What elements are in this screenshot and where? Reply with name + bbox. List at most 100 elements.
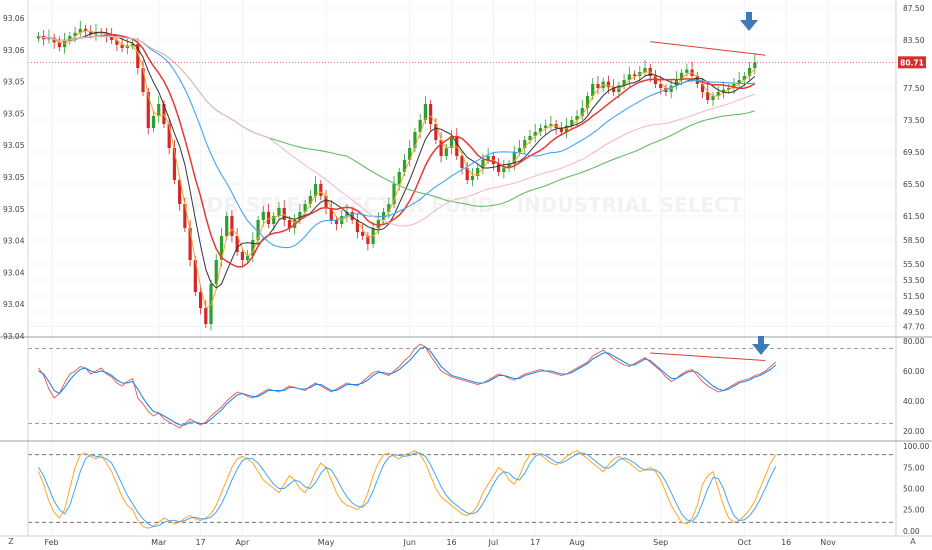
stoch-d-line (38, 452, 777, 528)
time-axis-label: Mar (151, 538, 167, 547)
candle (178, 176, 182, 211)
candle (737, 72, 741, 88)
candle (313, 176, 318, 203)
candle (585, 92, 590, 115)
price-axis-label: 65.50 (903, 180, 925, 189)
candle (329, 200, 333, 224)
left-axis-label: 93.06 (3, 14, 25, 23)
last-price-tag (898, 56, 926, 69)
candle (361, 224, 365, 240)
candle (549, 116, 553, 130)
price-panel[interactable] (28, 20, 896, 331)
grid-lines (28, 0, 896, 536)
candle (643, 60, 647, 76)
candle (465, 162, 469, 184)
candle (157, 96, 161, 123)
candle (408, 140, 412, 167)
candle (198, 286, 203, 315)
price-axis-label: 47.70 (903, 322, 925, 331)
price-axis-label: 55.50 (903, 260, 925, 269)
candle (266, 204, 271, 228)
stoch-axis-label: 0.00 (903, 527, 920, 536)
candle (78, 20, 82, 37)
candle (240, 248, 244, 267)
stoch-axis-label: 25.00 (903, 506, 925, 515)
candle (460, 152, 464, 175)
left-axis-label: 93.05 (3, 141, 25, 150)
candle (36, 32, 41, 43)
time-axis-label: May (318, 538, 335, 547)
candle (632, 70, 637, 80)
annotations (650, 12, 770, 361)
candle (120, 38, 124, 52)
moving-average-line (38, 33, 756, 268)
candle (366, 232, 370, 251)
candle (523, 136, 527, 155)
candle (533, 124, 537, 143)
price-axis-label: 51.50 (903, 292, 925, 301)
time-axis-label: Sep (653, 538, 668, 547)
candle (570, 116, 574, 130)
rsi-panel[interactable] (28, 343, 896, 429)
candle (575, 110, 579, 127)
candle (115, 36, 119, 52)
candle (413, 128, 417, 152)
moving-average-line (38, 35, 755, 249)
candle (261, 206, 265, 227)
candle (225, 212, 229, 240)
price-axis-label: 87.50 (903, 4, 925, 13)
time-axis-label: Aug (569, 538, 585, 547)
candle (470, 168, 475, 187)
candle (747, 62, 752, 80)
candle (706, 84, 710, 104)
price-axis-label: 49.50 (903, 308, 925, 317)
rsi-axis-label: 60.00 (903, 367, 925, 376)
time-axis-label: 16 (781, 538, 791, 547)
candle (136, 38, 140, 75)
left-axis-label: 93.05 (3, 109, 25, 118)
candle (308, 190, 312, 208)
price-axis-label: 69.50 (903, 148, 925, 157)
candle (282, 200, 286, 227)
candle (680, 68, 684, 86)
rsi-trend-line (650, 352, 766, 361)
left-axis-label: 93.04 (3, 237, 25, 246)
left-axis-label: 93.05 (3, 205, 25, 214)
candle (700, 78, 705, 99)
rsi-axis-label: 80.00 (903, 337, 925, 346)
candle (716, 86, 720, 100)
price-axis-label: 77.50 (903, 84, 925, 93)
candle (476, 164, 480, 180)
candle (68, 32, 72, 45)
candle (596, 76, 600, 95)
rsi-axis-label: 40.00 (903, 397, 925, 406)
left-axis-label: 93.04 (3, 332, 25, 341)
chart-watermark: SPDR SELECT SECTOR FUND - INDUSTRIAL SEL… (178, 193, 743, 217)
candle (246, 250, 250, 264)
candle (235, 228, 239, 256)
candle (711, 92, 715, 107)
price-axis-label: 61.50 (903, 212, 925, 221)
time-axis-label: Jun (402, 538, 416, 547)
candle (429, 100, 433, 131)
down-arrow-icon (740, 12, 758, 31)
stochastic-panel[interactable] (28, 449, 896, 529)
corner-right-label[interactable]: A (910, 537, 916, 546)
corner-left-label[interactable]: Z (8, 537, 14, 546)
time-axis-label: Apr (235, 538, 250, 547)
time-axis-label: 17 (195, 538, 205, 547)
candle (47, 29, 51, 44)
price-trend-line (650, 41, 766, 56)
left-axis-label: 93.04 (3, 300, 25, 309)
candle (507, 160, 511, 172)
candle (685, 63, 689, 77)
time-axis-label: Feb (44, 538, 58, 547)
time-axis-label: Nov (820, 538, 836, 547)
candle (559, 122, 563, 136)
candle (214, 254, 218, 288)
candle (449, 130, 454, 155)
left-axis-label: 93.05 (3, 78, 25, 87)
candle (151, 110, 156, 132)
